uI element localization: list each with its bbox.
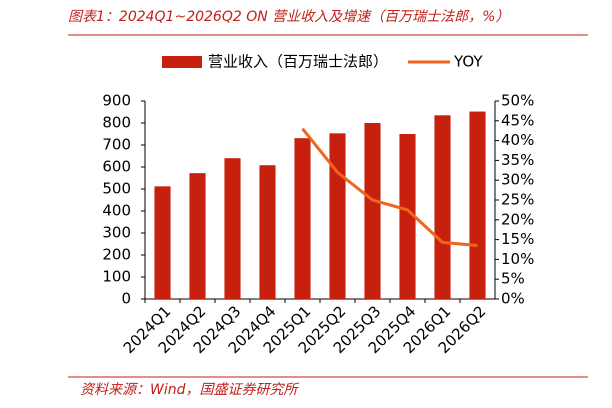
y-tick-label: 800 <box>102 114 131 132</box>
y2-tick-label: 0% <box>501 290 525 308</box>
y2-tick-label: 20% <box>501 210 534 228</box>
y-tick-label: 300 <box>102 224 131 242</box>
y2-tick-label: 35% <box>501 151 534 169</box>
y2-tick-label: 45% <box>501 111 534 129</box>
source: 资料来源：Wind，国盛证券研究所 <box>80 382 299 398</box>
bar <box>399 134 416 299</box>
y-tick-label: 900 <box>102 92 131 110</box>
y-tick-label: 700 <box>102 136 131 154</box>
bar <box>434 115 451 299</box>
y2-tick-label: 50% <box>501 92 534 110</box>
bar <box>294 138 311 299</box>
legend-label: 营业收入（百万瑞士法郎） <box>208 53 388 71</box>
y2-tick-label: 40% <box>501 131 534 149</box>
y-tick-label: 500 <box>102 180 131 198</box>
y-tick-label: 100 <box>102 268 131 286</box>
y-tick-label: 0 <box>121 290 131 308</box>
bar <box>224 158 241 299</box>
y-tick-label: 600 <box>102 158 131 176</box>
legend-swatch <box>162 56 202 68</box>
y-tick-label: 400 <box>102 202 131 220</box>
y2-tick-label: 30% <box>501 171 534 189</box>
bar <box>469 111 486 299</box>
bar <box>259 165 276 299</box>
y2-tick-label: 5% <box>501 270 525 288</box>
y2-tick-label: 15% <box>501 230 534 248</box>
y2-tick-label: 10% <box>501 250 534 268</box>
bar <box>154 186 171 299</box>
bar <box>189 173 206 299</box>
line <box>301 127 478 248</box>
y2-tick-label: 25% <box>501 191 534 209</box>
bar <box>329 133 346 299</box>
legend-label: YOY <box>453 53 483 71</box>
y-tick-label: 200 <box>102 246 131 264</box>
chart-title: 图表1：2024Q1~2026Q2 ON 营业收入及增速（百万瑞士法郎，%） <box>68 9 509 25</box>
bar <box>364 123 381 299</box>
